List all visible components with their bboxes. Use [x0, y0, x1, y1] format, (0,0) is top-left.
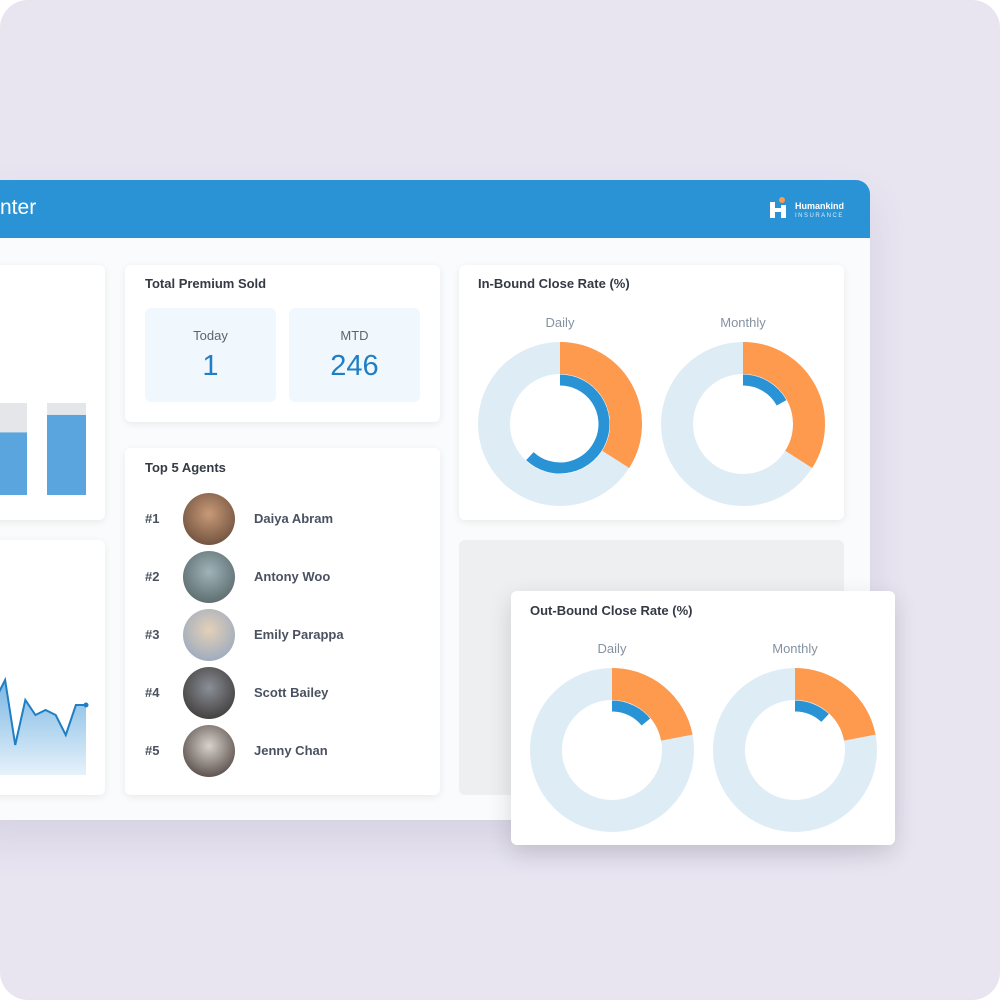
trend-area — [0, 680, 86, 775]
agent-name: Daiya Abram — [254, 511, 333, 526]
trend-end — [83, 702, 89, 708]
donut — [478, 342, 642, 506]
agent-name: Emily Parappa — [254, 627, 344, 642]
donut-inner — [611, 700, 651, 726]
donut-inner — [794, 700, 829, 723]
donut-outer — [742, 342, 825, 468]
agent-rank: #1 — [145, 511, 160, 526]
header-title: nter — [0, 196, 37, 219]
inbound-card: In-Bound Close Rate (%) Daily Monthly — [459, 265, 844, 520]
donut-inner — [526, 374, 610, 474]
tile-value: 246 — [330, 350, 379, 382]
agents-card: Top 5 Agents #1 Daiya Abram #2 Antony Woo #3… — [125, 448, 440, 795]
card-title: Total Premium Sold — [145, 276, 267, 291]
bar-chart — [0, 403, 86, 495]
agent-avatar — [183, 551, 235, 603]
outbound-card: Out-Bound Close Rate (%) Daily Monthly — [511, 591, 895, 845]
logo-icon — [770, 197, 786, 218]
tile-value: 1 — [202, 350, 219, 382]
donut — [530, 668, 694, 832]
donut-outer — [559, 342, 642, 468]
agent-rank: #2 — [145, 569, 160, 584]
trend-chart — [0, 676, 89, 775]
donut-outer — [611, 668, 693, 742]
agent-name: Antony Woo — [254, 569, 331, 584]
donut-outer — [794, 668, 876, 742]
agent-avatar — [183, 609, 235, 661]
header-bar: nter Humankind INSURANCE — [0, 180, 870, 238]
agent-avatar — [183, 493, 235, 545]
card-title: Top 5 Agents — [145, 460, 226, 475]
donut-label: Monthly — [720, 315, 766, 330]
logo-name: Humankind — [795, 201, 845, 211]
card-title: Out-Bound Close Rate (%) — [530, 603, 693, 618]
logo-sub: INSURANCE — [795, 213, 844, 219]
trend-line — [0, 676, 86, 746]
trend-card — [0, 540, 105, 795]
donut — [661, 342, 825, 506]
bar — [0, 432, 27, 495]
donut-label: Daily — [545, 315, 575, 330]
donut-inner — [742, 374, 787, 406]
card-title: In-Bound Close Rate (%) — [478, 276, 630, 291]
agent-avatar — [183, 667, 235, 719]
bar-card — [0, 265, 105, 520]
tile-label: MTD — [340, 328, 369, 343]
donut-label: Monthly — [772, 641, 818, 656]
bar — [47, 414, 86, 495]
premium-card: Total Premium Sold Today 1 MTD 246 — [125, 265, 440, 422]
agent-name: Scott Bailey — [254, 685, 329, 700]
donut — [713, 668, 877, 832]
agent-rank: #3 — [145, 627, 160, 642]
agent-rank: #4 — [145, 685, 160, 700]
donut-label: Daily — [597, 641, 627, 656]
agent-name: Jenny Chan — [254, 743, 328, 758]
mtd-tile: MTD 246 — [289, 308, 420, 402]
tile-label: Today — [193, 328, 228, 343]
agent-avatar — [183, 725, 235, 777]
today-tile: Today 1 — [145, 308, 276, 402]
agent-rank: #5 — [145, 743, 160, 758]
